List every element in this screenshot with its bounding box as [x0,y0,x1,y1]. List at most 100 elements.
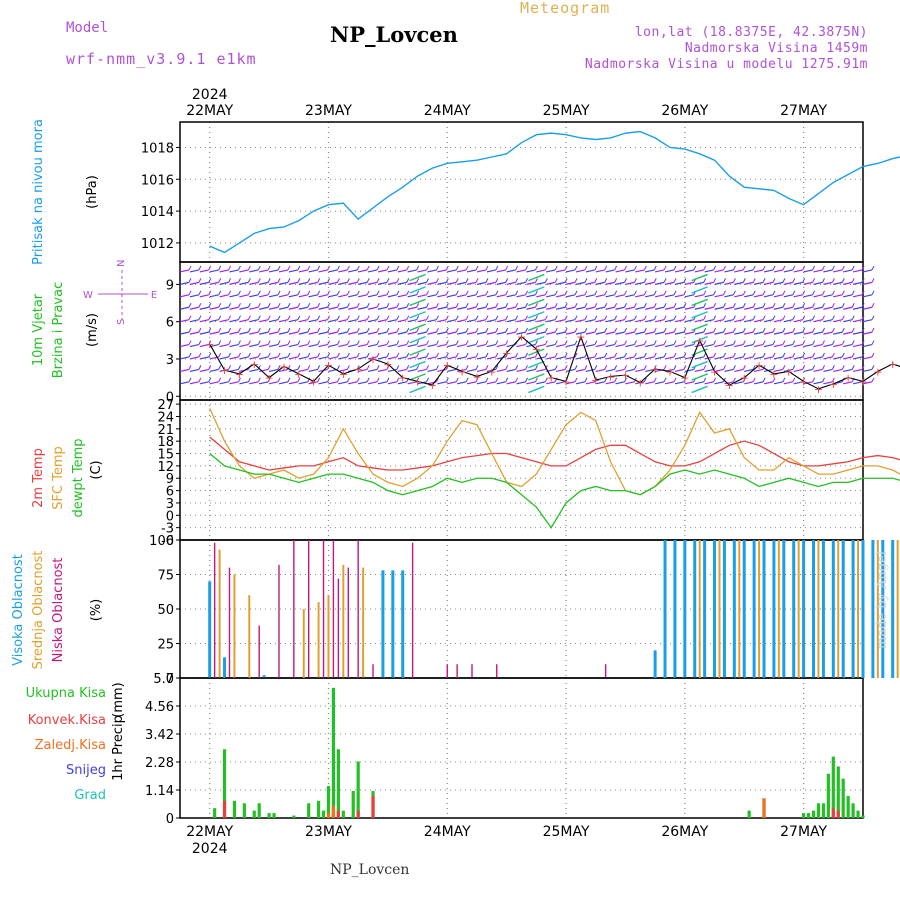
wind-barb-tick-r10-h54 [485,265,489,271]
ytick-label-precip-4.56: 4.56 [145,700,174,715]
wind-barb-r7-h114 [773,306,784,310]
wind-barb-tick-r10-h124 [831,265,835,271]
wind-barb-tick-r2-h68 [554,365,558,370]
wind-barb-tick-r8-h88 [653,290,657,296]
wind-barb-tick-r5-h108 [752,327,756,333]
wind-barb-tick-r1-h44 [436,377,439,383]
wind-barb-r6-h120 [803,319,813,323]
wind-barb-tick-r8-h60 [515,290,519,296]
cloud-bar-1-2 [218,549,221,678]
wind-barb-r2-h116 [783,368,793,372]
precip-bar-2-25 [331,805,336,818]
wind-barb-r4-h34 [377,343,388,348]
wind-barb-r4-h114 [773,343,784,348]
wind-barb-tick-r3-h104 [732,352,736,358]
ytick-label-temperature--6: -6 [161,534,174,549]
precip-bar-0-7 [242,803,246,818]
wind-barb-r9-h84 [625,281,635,285]
ytick-label-cloud-0: 0 [166,672,174,687]
wind-barb-tick-r4-h80 [614,340,618,345]
wind-barb-r1-h28 [348,381,358,385]
wind-barb-r5-h16 [288,331,299,335]
wind-barb-r3-h118 [793,356,803,360]
wind-barb-tick-r9-h128 [851,278,855,283]
wind-barb-tick-r6-h116 [792,315,796,320]
wind-front-barb-99-1 [691,373,708,381]
wind-barb-tick-r4-h14 [287,340,291,345]
wind-barb-tick-r5-h88 [653,327,657,333]
wind-barb-tick-r3-h8 [257,352,261,358]
wind-barb-r5-h22 [318,331,328,335]
wind-barb-r6-h100 [704,319,714,323]
wind-barb-r10-h108 [744,269,754,273]
wind-barb-r1-h88 [645,381,655,385]
wind-barb-tick-r8-h102 [723,290,726,296]
wind-barb-r7-h36 [387,306,397,310]
wind-barb-r4-h110 [753,343,764,348]
wind-barb-tick-r9-h18 [307,278,311,283]
wind-barb-r7-h130 [852,306,863,310]
wind-barb-r4-h130 [852,343,863,348]
wind-barb-r10-h124 [823,269,833,273]
wind-barb-r9-h102 [714,281,724,285]
wind-barb-tick-r5-h122 [822,327,825,333]
cloud-bar-2-80 [604,664,607,678]
wind-barb-tick-r9-h-6 [188,278,192,283]
wind-barb-r8-h104 [724,294,734,298]
wind-barb-r6-h88 [645,319,655,323]
wind-barb-tick-r6-h44 [436,315,439,320]
wind-barb-tick-r10-h42 [426,265,430,271]
wind-barb-tick-r4-h74 [584,340,588,345]
wind-barb-r8-h60 [506,294,516,298]
wind-barb-r9-h60 [506,281,516,285]
wind-barb-tick-r2-h12 [277,365,281,370]
wind-barb-r8-h108 [744,294,754,298]
wind-barb-r7-h106 [734,306,744,310]
wind-ylabel: 10m Vjetar [31,293,46,366]
wind-barb-r9-h-6 [179,281,190,285]
wind-barb-r6-h20 [308,319,318,323]
wind-barb-tick-r8-h126 [841,290,845,296]
wind-gust-marker-99: + [695,334,704,347]
wind-barb-tick-r3-h80 [614,352,618,358]
wind-barb-r6-h10 [259,319,269,323]
wind-gust-marker-123: + [814,383,823,396]
wind-barb-tick-r4-h34 [386,340,390,345]
wind-barb-tick-r5-h-2 [208,327,212,333]
wind-barb-r5-h36 [387,331,397,335]
wind-barb-tick-r10-h74 [584,265,588,271]
wind-gust-marker-3: + [220,364,229,377]
wind-barb-r1-h-2 [199,381,209,385]
wind-barb-r7-h40 [407,306,417,310]
wind-barb-tick-r10-h40 [416,265,420,271]
wind-barb-r5-h6 [239,331,249,335]
wind-barb-tick-r6-h50 [465,315,469,320]
wind-barb-r5-h40 [407,331,417,335]
wind-barb-r9-h114 [773,281,784,285]
wind-barb-r7-h92 [664,306,675,310]
cloud-bar-1-24 [327,595,330,678]
date-label-top-27MAY: 27MAY [780,103,827,119]
wind-barb-r2-h70 [556,368,566,372]
wind-barb-r4-h14 [278,343,289,348]
wind-gust-marker-9: + [250,358,259,371]
wind-barb-r6-h124 [823,319,833,323]
wind-barb-tick-r6-h0 [218,315,222,320]
wind-barb-tick-r10-h114 [782,265,786,271]
wind-barb-tick-r2-h72 [574,365,578,370]
wind-barb-tick-r1-h34 [386,377,390,383]
wind-barb-r8-h32 [367,294,378,298]
precip-bar-0-1 [213,808,217,818]
wind-barb-r7-h64 [526,306,536,310]
wind-barb-tick-r3-h84 [633,352,637,358]
ytick-label-pressure-1016: 1016 [141,173,174,188]
wind-barb-tick-r4-h118 [802,340,806,345]
wind-barb-tick-r2-h100 [713,365,717,370]
wind-barb-tick-r8-h12 [277,290,281,296]
wind-barb-r1-h124 [823,381,833,385]
wind-barb-tick-r7-h0 [218,303,222,308]
wind-barb-tick-r5-h126 [841,327,845,333]
wind-barb-r2-h62 [516,368,526,372]
wind-barb-tick-r10-h90 [663,265,667,271]
